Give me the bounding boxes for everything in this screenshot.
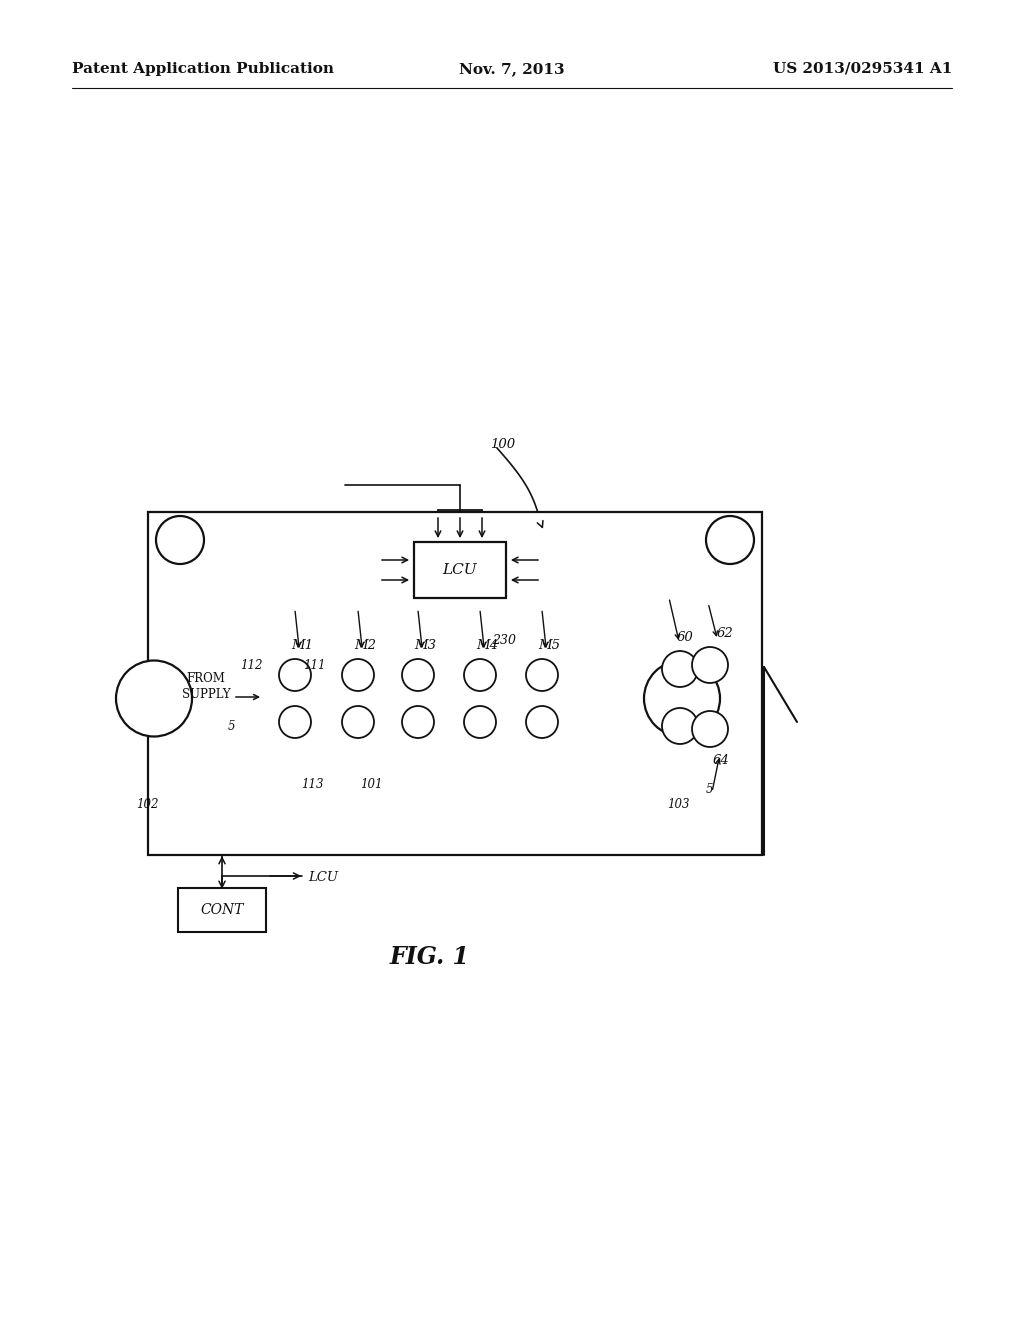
Text: M2: M2 bbox=[354, 639, 376, 652]
Text: Nov. 7, 2013: Nov. 7, 2013 bbox=[459, 62, 565, 77]
Text: FIG. 1: FIG. 1 bbox=[390, 945, 470, 969]
Circle shape bbox=[464, 706, 496, 738]
Circle shape bbox=[116, 660, 193, 737]
Text: 64: 64 bbox=[713, 754, 730, 767]
Text: 112: 112 bbox=[241, 659, 263, 672]
Circle shape bbox=[526, 706, 558, 738]
Circle shape bbox=[526, 659, 558, 690]
Text: M1: M1 bbox=[291, 639, 313, 652]
Text: LCU: LCU bbox=[442, 564, 477, 577]
Circle shape bbox=[156, 516, 204, 564]
Circle shape bbox=[706, 516, 754, 564]
Circle shape bbox=[692, 647, 728, 682]
Text: 102: 102 bbox=[136, 797, 159, 810]
Text: LCU: LCU bbox=[308, 871, 338, 884]
Text: 113: 113 bbox=[301, 777, 324, 791]
Bar bbox=[414, 543, 506, 598]
Text: 230: 230 bbox=[492, 634, 516, 647]
Text: Patent Application Publication: Patent Application Publication bbox=[72, 62, 334, 77]
Text: US 2013/0295341 A1: US 2013/0295341 A1 bbox=[773, 62, 952, 77]
Circle shape bbox=[279, 659, 311, 690]
Bar bbox=[148, 512, 762, 855]
Text: 5: 5 bbox=[706, 783, 714, 796]
Text: 60: 60 bbox=[677, 631, 693, 644]
Circle shape bbox=[644, 660, 720, 737]
Circle shape bbox=[342, 659, 374, 690]
Circle shape bbox=[279, 706, 311, 738]
Circle shape bbox=[342, 706, 374, 738]
Text: 62: 62 bbox=[717, 627, 734, 640]
Text: M3: M3 bbox=[414, 639, 436, 652]
Circle shape bbox=[662, 651, 698, 686]
Text: M5: M5 bbox=[538, 639, 560, 652]
Circle shape bbox=[464, 659, 496, 690]
Text: 111: 111 bbox=[303, 659, 326, 672]
Bar bbox=[178, 888, 266, 932]
Text: FROM
SUPPLY: FROM SUPPLY bbox=[181, 672, 230, 701]
Circle shape bbox=[692, 711, 728, 747]
Circle shape bbox=[402, 706, 434, 738]
Text: 100: 100 bbox=[490, 438, 515, 451]
Circle shape bbox=[402, 659, 434, 690]
Circle shape bbox=[662, 708, 698, 744]
Text: CONT: CONT bbox=[201, 903, 244, 917]
Text: M4: M4 bbox=[476, 639, 498, 652]
Text: 101: 101 bbox=[360, 777, 383, 791]
Text: 5: 5 bbox=[228, 719, 236, 733]
Text: 103: 103 bbox=[667, 797, 689, 810]
